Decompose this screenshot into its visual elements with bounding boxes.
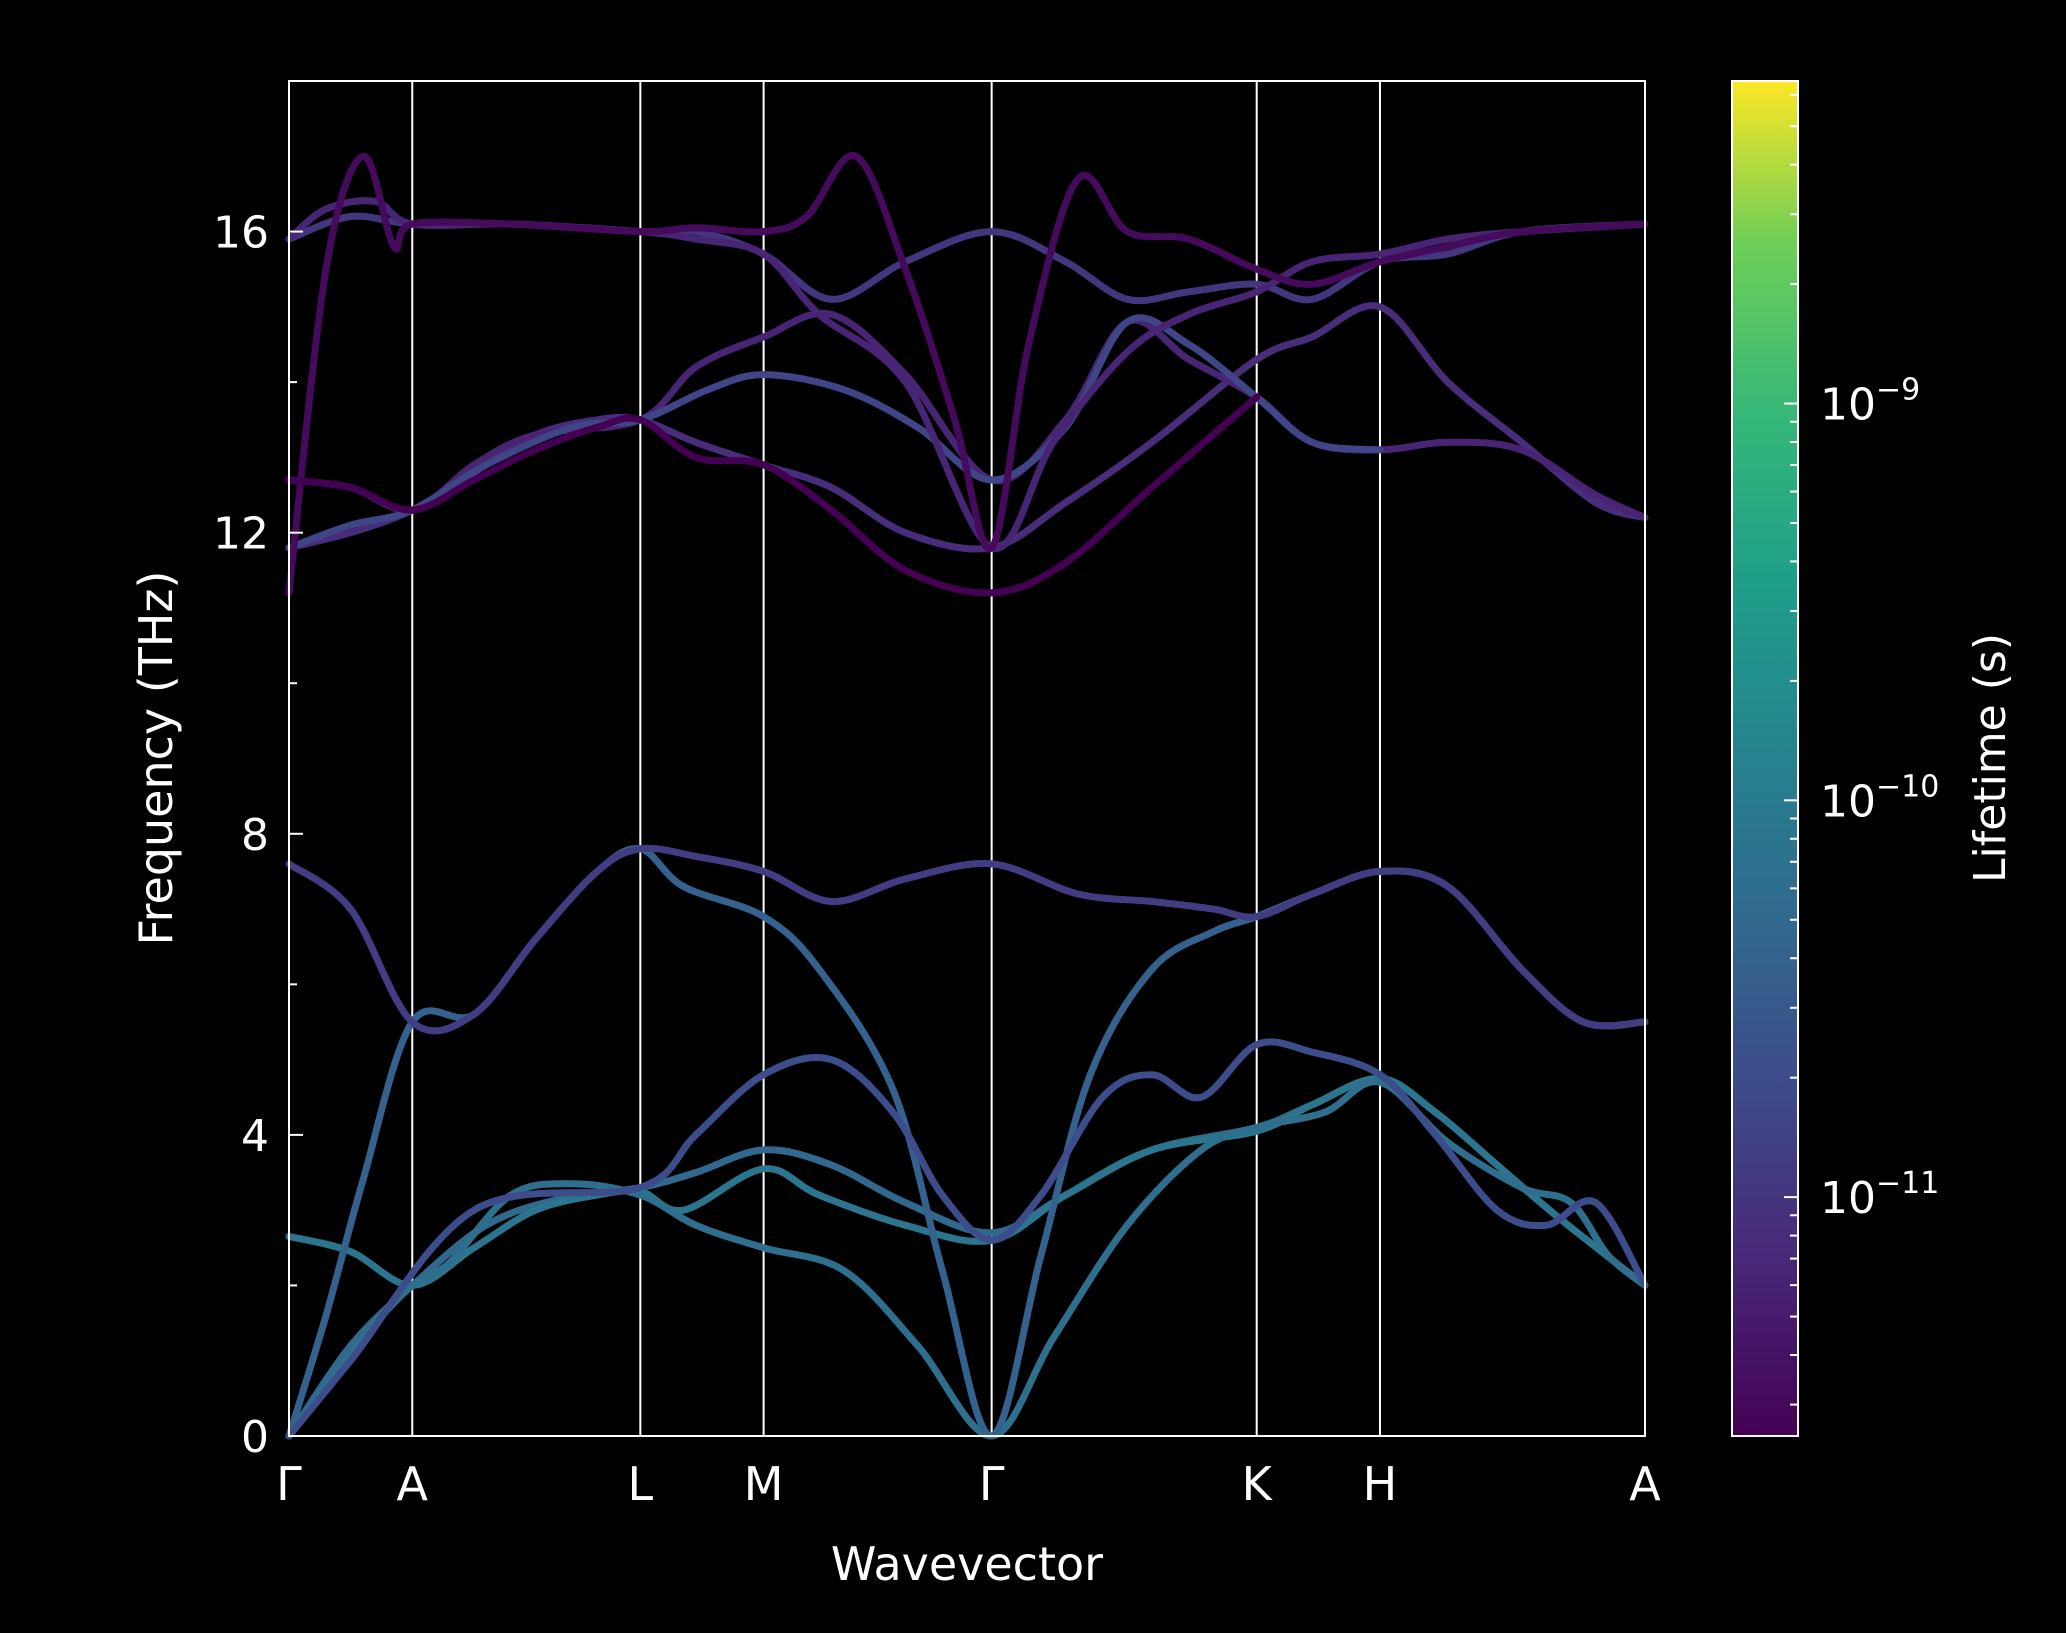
x-tick-label: A [1629,1457,1661,1511]
colorbar-tick-label: 10−9 [1820,373,1920,431]
x-tick-label: Γ [979,1457,1005,1511]
y-tick-label: 16 [213,208,269,259]
x-tick-label: M [744,1457,784,1511]
colorbar-label: Lifetime (s) [1965,633,2016,883]
phonon-branch-2 [285,1074,1649,1289]
y-axis-ticks: 0 4 8 12 16 [213,208,303,1463]
y-tick-label: 4 [241,1111,269,1162]
phonon-branch-6 [285,844,1649,1035]
x-tick-label: A [397,1457,429,1511]
colorbar-ticks: 10−11 10−10 10−9 [1784,93,1939,1406]
x-tick-label: L [628,1457,654,1511]
phonon-branch-9 [285,314,1384,552]
y-tick-label: 12 [213,509,269,560]
x-tick-label: Γ [276,1457,302,1511]
colorbar-tick-label: 10−11 [1820,1166,1939,1224]
x-axis-label: Wavevector [831,1537,1103,1591]
colorbar-tick-label: 10−10 [1820,769,1939,827]
phonon-branch-10 [285,212,1649,305]
y-tick-label: 8 [241,810,269,861]
plot-area [285,81,1649,1440]
phonon-branch-12 [285,152,1649,597]
phonon-branch-13 [285,393,1261,597]
colorbar [1731,80,1799,1437]
y-axis-label: Frequency (THz) [129,571,183,946]
axes-frame [288,80,1646,1437]
y-tick-label: 0 [241,1412,269,1463]
phonon-branch-5 [285,1038,1649,1440]
x-tick-label: K [1242,1457,1274,1511]
x-tick-label: H [1363,1457,1398,1511]
